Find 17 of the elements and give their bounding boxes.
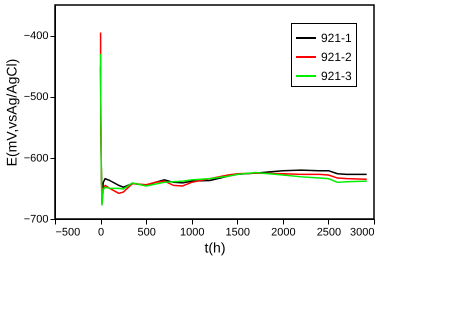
x-tick-label: 500 xyxy=(137,226,156,238)
x-tick-label: 2500 xyxy=(316,226,342,238)
x-tick-label: 3000 xyxy=(350,226,374,238)
x-tick-label: 0 xyxy=(98,226,104,238)
x-tick-label: 1000 xyxy=(180,226,204,238)
x-tick-label: 2000 xyxy=(271,226,296,238)
legend-label: 921-1 xyxy=(321,31,352,45)
x-axis-title: t(h) xyxy=(204,240,226,256)
y-tick-label: −400 xyxy=(24,30,48,42)
legend-label: 921-2 xyxy=(321,50,352,64)
y-tick-label: −700 xyxy=(24,214,48,226)
y-tick-label: −600 xyxy=(24,152,48,164)
legend-label: 921-3 xyxy=(321,69,352,83)
x-tick-label: 1500 xyxy=(226,226,250,238)
y-tick-label: −500 xyxy=(24,91,48,104)
y-axis-title: E(mV,vsAg/AgCl) xyxy=(4,58,20,166)
x-tick-label: −500 xyxy=(56,226,80,238)
